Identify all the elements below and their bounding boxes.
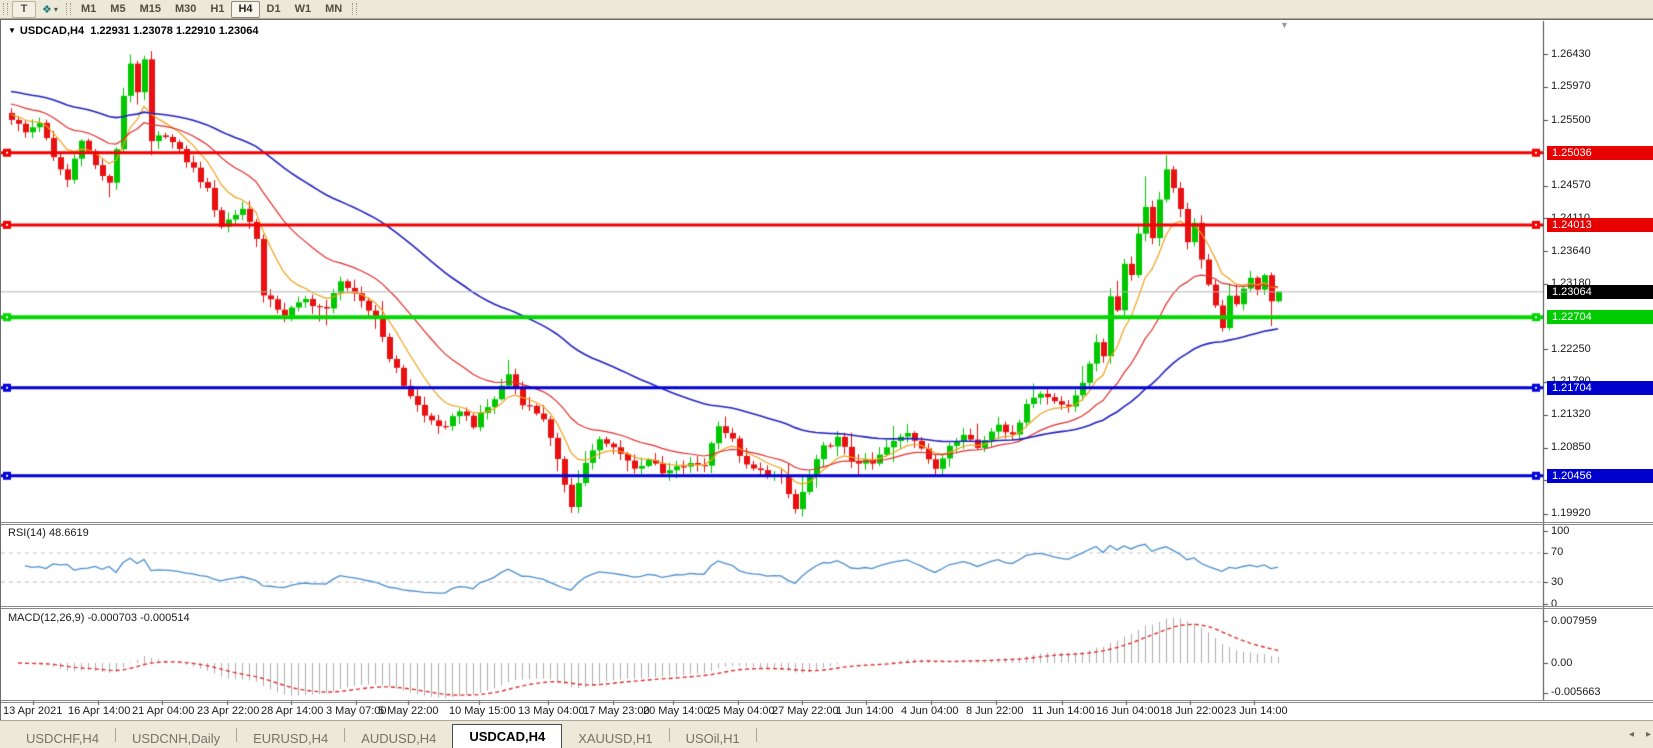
chart-tab-bar: USDCHF,H4 USDCNH,Daily EURUSD,H4 AUDUSD,H4 U…	[0, 720, 1653, 748]
price-tick-label: 1.19920	[1551, 507, 1591, 520]
chevron-down-icon: ▾	[53, 4, 58, 14]
timeframe-button-m30[interactable]: M30	[174, 3, 197, 15]
price-level-label-1-22704: 1.22704	[1547, 310, 1653, 325]
time-axis-label: 20 May 14:00	[643, 705, 710, 717]
price-tick-label: 1.26430	[1551, 47, 1591, 60]
tab-separator	[755, 728, 757, 742]
chart-menu-icon[interactable]: ▼	[8, 26, 16, 35]
rsi-tick-label: 0	[1551, 597, 1558, 610]
price-level-label-1-25036: 1.25036	[1547, 145, 1653, 160]
shapes-icon: ❖	[42, 3, 52, 16]
chart-tabs: USDCHF,H4 USDCNH,Daily EURUSD,H4 AUDUSD,H4 U…	[0, 721, 757, 748]
time-axis-label: 17 May 23:00	[583, 705, 650, 717]
macd-timeaxis-divider	[1, 700, 1653, 703]
time-axis-label: 5 May 22:00	[378, 705, 439, 717]
price-level-label-1-21704: 1.21704	[1547, 380, 1653, 395]
tab-audusd-h4[interactable]: AUDUSD,H4	[361, 731, 437, 746]
price-level-label-1-24013: 1.24013	[1547, 217, 1653, 232]
chart-symbol-period: USDCAD,H4	[19, 25, 85, 37]
tab-eurusd-h4[interactable]: EURUSD,H4	[253, 731, 329, 746]
price-tick-label: 1.23640	[1551, 244, 1591, 257]
price-tick-label: 1.20850	[1551, 441, 1591, 454]
toolbar-grip[interactable]	[66, 3, 71, 15]
rsi-macd-divider[interactable]	[1, 606, 1653, 609]
time-axis-label: 13 Apr 2021	[3, 705, 63, 717]
macd-tick-label: 0.007959	[1551, 614, 1597, 627]
toolbar-grip[interactable]	[3, 3, 8, 15]
tab-usdchf-h4[interactable]: USDCHF,H4	[26, 731, 99, 746]
macd-tick-label: 0.00	[1551, 656, 1573, 669]
tab-separator	[344, 728, 346, 742]
time-axis-label: 23 Apr 22:00	[197, 705, 260, 717]
timeframe-button-mn[interactable]: MN	[325, 3, 343, 15]
chart-title: ▼ USDCAD,H4 1.22931 1.23078 1.22910 1.230…	[8, 25, 258, 37]
timeframe-button-d1[interactable]: D1	[266, 3, 281, 15]
time-axis-label: 25 May 04:00	[708, 705, 775, 717]
rsi-tick-label: 100	[1551, 524, 1570, 537]
rsi-indicator-label: RSI(14) 48.6619	[8, 527, 89, 539]
macd-indicator-label: MACD(12,26,9) -0.000703 -0.000514	[8, 612, 190, 624]
chart-ohlc-values: 1.22931 1.23078 1.22910 1.23064	[90, 25, 259, 37]
price-tick-label: 1.25500	[1551, 113, 1591, 126]
time-axis-label: 16 Jun 04:00	[1096, 705, 1160, 717]
toolbar: T ❖ ▾ M1 M5 M15 M30 H1 H4 D1 W1 MN	[0, 0, 1653, 19]
text-tool-button[interactable]: T	[12, 0, 36, 18]
tab-separator	[114, 728, 116, 742]
timeframe-button-w1[interactable]: W1	[294, 3, 312, 15]
time-axis-label: 8 Jun 22:00	[966, 705, 1024, 717]
time-axis-label: 3 May 07:00	[326, 705, 387, 717]
time-axis-label: 4 Jun 04:00	[901, 705, 959, 717]
price-tick-label: 1.21320	[1551, 408, 1591, 421]
price-level-label-1-20456: 1.20456	[1547, 468, 1653, 483]
timeframe-button-h4[interactable]: H4	[231, 0, 260, 18]
tab-xauusd-h1[interactable]: XAUUSD,H1	[578, 731, 653, 746]
macd-tick-label: -0.005663	[1551, 686, 1601, 699]
price-chart-canvas[interactable]	[1, 20, 1653, 721]
timeframe-button-m5[interactable]: M5	[110, 3, 126, 15]
time-axis-label: 27 May 22:00	[772, 705, 839, 717]
timeframe-button-group: M1 M5 M15 M30 H1 H4 D1 W1 MN	[74, 0, 349, 18]
time-axis-label: 16 Apr 14:00	[68, 705, 131, 717]
shapes-tool-button[interactable]: ❖ ▾	[38, 1, 62, 18]
time-axis-label: 18 Jun 22:00	[1160, 705, 1224, 717]
time-axis-label: 23 Jun 14:00	[1224, 705, 1288, 717]
chart-window: ▼ USDCAD,H4 1.22931 1.23078 1.22910 1.230…	[0, 19, 1653, 721]
timeframe-button-m1[interactable]: M1	[81, 3, 97, 15]
tab-scroll-right-icon[interactable]: ▸	[1645, 729, 1651, 740]
time-axis-label: 10 May 15:00	[449, 705, 516, 717]
timeframe-button-h1[interactable]: H1	[210, 3, 225, 15]
toolbar-grip[interactable]	[352, 3, 358, 15]
price-tick-label: 1.22250	[1551, 342, 1591, 355]
time-axis-label: 1 Jun 14:00	[836, 705, 894, 717]
time-axis-label: 13 May 04:00	[518, 705, 585, 717]
time-axis-label: 28 Apr 14:00	[261, 705, 324, 717]
rsi-tick-label: 70	[1551, 546, 1564, 559]
tab-usdcad-h4[interactable]: USDCAD,H4	[452, 724, 563, 748]
tab-separator	[236, 728, 238, 742]
price-tick-label: 1.24570	[1551, 179, 1591, 192]
timeframe-button-m15[interactable]: M15	[139, 3, 161, 15]
price-level-label-1-23064: 1.23064	[1547, 284, 1653, 299]
tab-usdcnh-daily[interactable]: USDCNH,Daily	[131, 731, 221, 746]
time-axis-label: 11 Jun 14:00	[1032, 705, 1095, 717]
rsi-tick-label: 30	[1551, 575, 1564, 588]
price-tick-label: 1.25970	[1551, 80, 1591, 93]
tab-usoil-h1[interactable]: USOil,H1	[685, 731, 740, 746]
time-axis-label: 21 Apr 04:00	[132, 705, 195, 717]
tab-scroll-left-icon[interactable]: ◂	[1628, 729, 1634, 740]
chart-shift-marker-icon[interactable]: ▼	[1280, 20, 1289, 30]
tab-separator	[668, 728, 670, 742]
main-rsi-divider[interactable]	[1, 522, 1653, 525]
